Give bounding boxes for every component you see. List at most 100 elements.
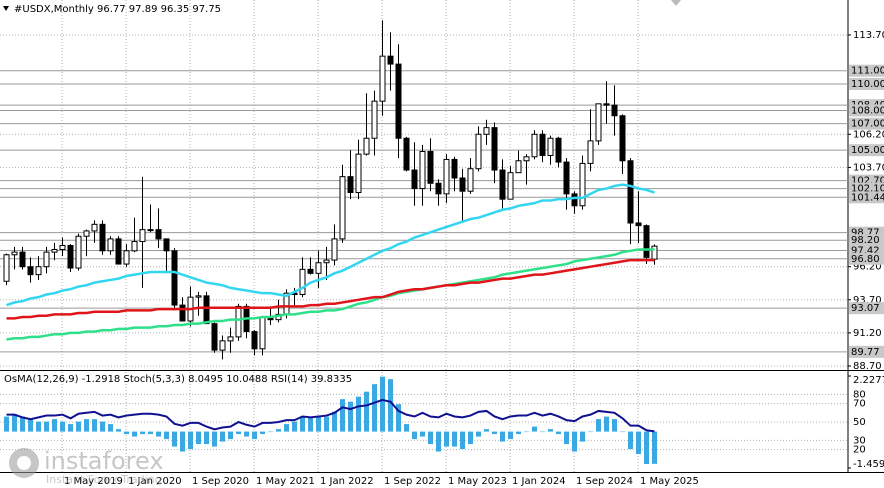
candle-body bbox=[299, 268, 306, 296]
osma-bar bbox=[548, 429, 553, 432]
moving-average bbox=[6, 248, 655, 341]
osma-bar bbox=[140, 431, 145, 435]
y-tick-label: 93.70 bbox=[853, 295, 882, 306]
rsi-line bbox=[6, 398, 655, 433]
chart-title: #USDX,Monthly 96.77 97.89 96.35 97.75 bbox=[14, 4, 221, 15]
osma-bar bbox=[300, 416, 305, 432]
osma-bar bbox=[412, 431, 417, 440]
candle-body bbox=[379, 55, 386, 102]
candle-body bbox=[371, 100, 378, 139]
osma-bar bbox=[468, 431, 473, 445]
osma-bar bbox=[44, 421, 49, 432]
candle-body bbox=[475, 133, 482, 170]
y-tick-label: 96.20 bbox=[853, 262, 882, 273]
y-tick-label: 91.20 bbox=[853, 328, 882, 339]
level-label: 111.00 bbox=[851, 66, 884, 77]
candle-body bbox=[115, 238, 122, 265]
candle-body bbox=[435, 182, 442, 195]
osma-bar bbox=[356, 396, 361, 432]
osma-bar bbox=[484, 429, 489, 432]
candle-body bbox=[491, 127, 498, 171]
candle-body bbox=[99, 223, 106, 252]
candle-body bbox=[27, 266, 34, 276]
candle-body bbox=[171, 250, 178, 306]
candle-body bbox=[123, 250, 130, 265]
osma-bar bbox=[652, 431, 657, 464]
osma-bar bbox=[476, 431, 481, 437]
candle-body bbox=[579, 162, 586, 207]
candle-body bbox=[315, 262, 322, 274]
watermark-tagline: Instant Forex Trading bbox=[46, 473, 162, 486]
osma-bar bbox=[372, 384, 377, 432]
candle-body bbox=[323, 259, 330, 264]
candle-body bbox=[619, 115, 626, 162]
candle-body bbox=[331, 238, 338, 261]
candle-body bbox=[459, 177, 466, 192]
osma-bar bbox=[572, 431, 577, 452]
level-label: 108.00 bbox=[851, 105, 884, 116]
candle-body bbox=[571, 193, 578, 207]
osma-bar bbox=[564, 431, 569, 445]
osma-bar bbox=[132, 431, 137, 437]
level-label: 101.44 bbox=[851, 192, 884, 203]
level-label-box bbox=[849, 191, 884, 204]
osma-bar bbox=[172, 431, 177, 447]
osma-bar bbox=[244, 431, 249, 437]
candle-body bbox=[651, 245, 658, 260]
candle-body bbox=[347, 176, 354, 194]
moving-average bbox=[6, 183, 655, 307]
y2-tick-label: 70 bbox=[853, 399, 866, 410]
osma-bar bbox=[340, 399, 345, 432]
osma-bar bbox=[236, 431, 241, 435]
candle-body bbox=[587, 140, 594, 164]
osma-bar bbox=[516, 431, 521, 435]
candle-body bbox=[67, 245, 74, 269]
level-label: 98.20 bbox=[851, 235, 880, 246]
level-label-box bbox=[849, 144, 884, 157]
candle-body bbox=[259, 316, 266, 350]
candle-body bbox=[211, 323, 218, 351]
candle-body bbox=[499, 169, 506, 200]
osma-bar bbox=[252, 431, 257, 440]
osma-bar bbox=[188, 431, 193, 450]
osma-bar bbox=[92, 419, 97, 432]
osma-bar bbox=[428, 431, 433, 445]
candle-body bbox=[483, 127, 490, 135]
osma-bar bbox=[316, 416, 321, 432]
level-label: 96.80 bbox=[851, 254, 880, 265]
y-tick-label: 88.70 bbox=[853, 361, 882, 372]
y-tick-label: -1.4594 bbox=[853, 459, 884, 470]
osma-bar bbox=[36, 421, 41, 432]
osma-bar bbox=[220, 431, 225, 442]
candle-body bbox=[467, 168, 474, 192]
candle-body bbox=[443, 158, 450, 195]
candle-body bbox=[35, 266, 42, 276]
y2-tick-label: 20 bbox=[853, 445, 866, 456]
candle-body bbox=[595, 103, 602, 142]
osma-bar bbox=[596, 419, 601, 432]
osma-bar bbox=[636, 431, 641, 455]
candle-body bbox=[235, 305, 242, 338]
candle-body bbox=[51, 248, 58, 253]
indicator-title: OsMA(12,26,9) -1.2918 Stoch(5,3,3) 8.049… bbox=[4, 374, 352, 385]
osma-bar bbox=[76, 421, 81, 432]
osma-bar bbox=[388, 379, 393, 432]
osma-bar bbox=[524, 431, 529, 433]
candle-body bbox=[75, 235, 82, 269]
candle-body bbox=[179, 304, 186, 322]
osma-bar bbox=[396, 404, 401, 432]
y-tick-label: 103.70 bbox=[853, 162, 884, 173]
shift-marker bbox=[671, 0, 681, 6]
osma-bar bbox=[28, 419, 33, 432]
level-label: 93.07 bbox=[851, 303, 880, 314]
osma-bar bbox=[508, 431, 513, 440]
candle-body bbox=[139, 229, 146, 243]
candle-body bbox=[555, 137, 562, 163]
candle-body bbox=[627, 160, 634, 224]
x-tick-label: 1 Jan 2024 bbox=[512, 476, 566, 487]
osma-bar bbox=[180, 431, 185, 452]
candle-body bbox=[107, 238, 114, 252]
level-label-box bbox=[849, 302, 884, 315]
candle-body bbox=[411, 169, 418, 190]
